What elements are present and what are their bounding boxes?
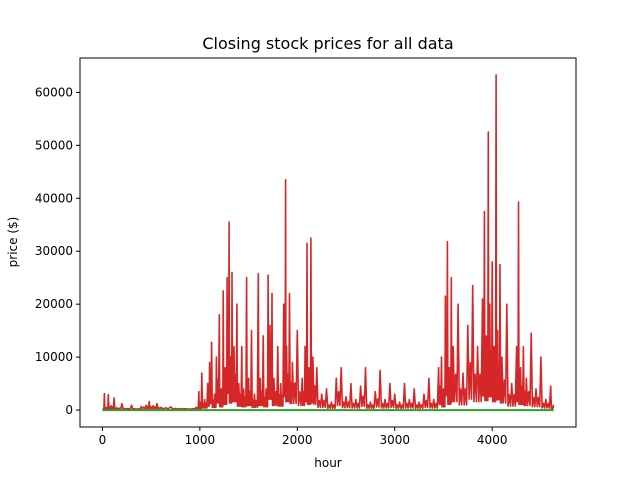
x-tick-label: 3000 <box>379 433 410 447</box>
series-layer <box>102 74 555 412</box>
x-tick-label: 4000 <box>477 433 508 447</box>
y-tick-label: 40000 <box>35 191 73 205</box>
plot-area-frame <box>79 57 577 428</box>
y-tick-label: 20000 <box>35 297 73 311</box>
x-axis-label: hour <box>314 456 342 470</box>
chart-title: Closing stock prices for all data <box>202 34 453 53</box>
x-axis-ticks: 0 1000 2000 3000 4000 <box>99 427 508 447</box>
y-tick-label: 10000 <box>35 350 73 364</box>
y-axis-label: price ($) <box>6 217 20 268</box>
y-tick-label: 0 <box>65 403 73 417</box>
x-tick-label: 2000 <box>282 433 313 447</box>
y-axis-ticks: 0 10000 20000 30000 40000 50000 60000 <box>35 85 80 417</box>
y-tick-label: 50000 <box>35 138 73 152</box>
x-tick-label: 0 <box>99 433 107 447</box>
series-line-0 <box>102 74 555 410</box>
x-tick-label: 1000 <box>185 433 216 447</box>
y-tick-label: 30000 <box>35 244 73 258</box>
y-tick-label: 60000 <box>35 85 73 99</box>
